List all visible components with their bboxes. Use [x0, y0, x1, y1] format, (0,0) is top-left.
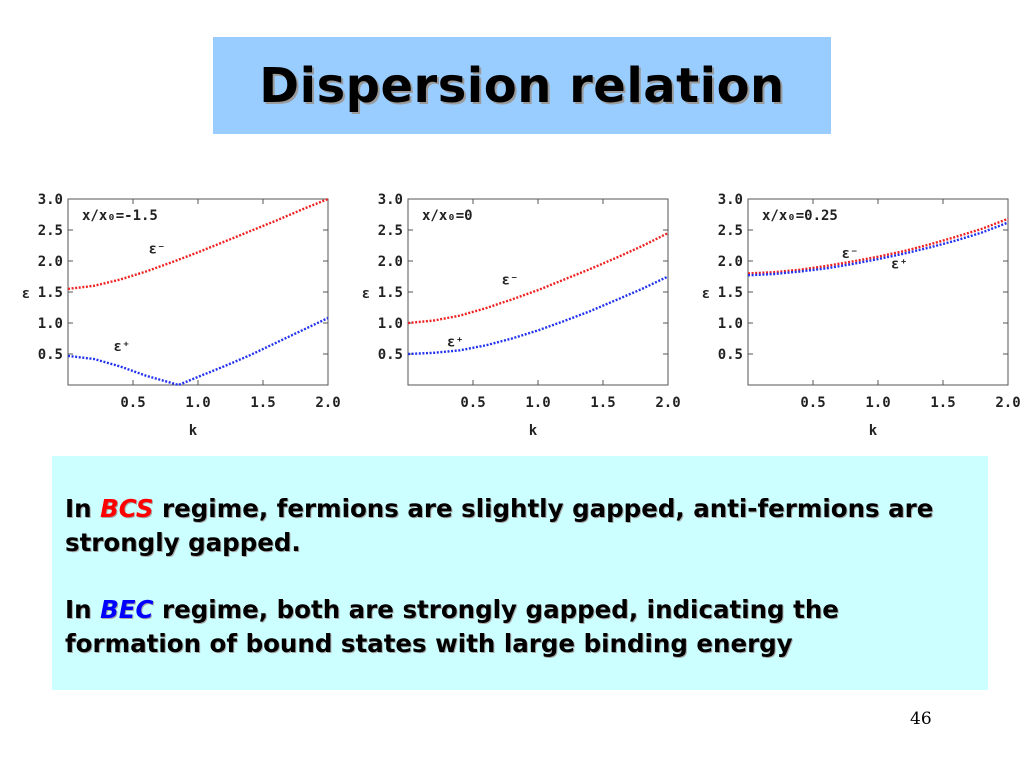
paragraph-bec: In BEC regime, both are strongly gapped,… — [65, 593, 980, 661]
y-tick-label: 1.0 — [38, 316, 63, 332]
y-tick-label: 1.0 — [718, 316, 743, 332]
series-label: ε⁺ — [891, 256, 908, 272]
y-tick-label: 0.5 — [378, 347, 403, 363]
x-tick-label: 1.0 — [525, 395, 550, 411]
y-tick-label: 2.5 — [718, 223, 743, 239]
x-tick-label: 2.0 — [655, 395, 680, 411]
x-tick-label: 1.5 — [590, 395, 615, 411]
y-tick-label: 1.5 — [718, 285, 743, 301]
series-label: ε⁻ — [502, 273, 519, 289]
y-tick-label: 1.5 — [378, 285, 403, 301]
title-box: Dispersion relation — [213, 37, 831, 134]
series-epsilon-minus-line — [67, 197, 329, 291]
bcs-highlight: BCS — [100, 494, 154, 523]
x-tick-label: 0.5 — [800, 395, 825, 411]
chart-bcs: 0.5 1.0 1.5 2.0 2.5 3.0 0.5 1.0 1.5 2.0 k ε x/x₀=-1.… — [22, 192, 340, 439]
plot-frame — [747, 198, 1009, 386]
chart-bec: 0.5 1.0 1.5 2.0 2.5 3.0 0.5 1.0 1.5 2.0 k ε x/x₀=0.2… — [702, 192, 1020, 439]
y-tick-label: 3.0 — [38, 192, 63, 208]
series-label: ε⁺ — [114, 339, 131, 355]
series-epsilon-plus-line — [407, 275, 669, 356]
y-axis-label: ε — [702, 286, 710, 302]
bec-highlight: BEC — [100, 595, 154, 624]
chart-unitary: 0.5 1.0 1.5 2.0 2.5 3.0 0.5 1.0 1.5 2.0 k ε x/x₀=0 ε⁻… — [362, 192, 680, 439]
y-tick-label: 2.0 — [718, 254, 743, 270]
series-epsilon-minus-line — [747, 217, 1009, 275]
y-axis-label: ε — [362, 286, 370, 302]
text-box: In BCS regime, fermions are slightly gap… — [52, 456, 988, 690]
x-tick-label: 1.0 — [185, 395, 210, 411]
paragraph-prefix: In — [65, 595, 101, 624]
paragraph-rest: regime, fermions are slightly gapped, an… — [65, 494, 934, 557]
x-tick-label: 1.5 — [930, 395, 955, 411]
y-tick-label: 2.0 — [38, 254, 63, 270]
x-tick-label: 1.5 — [250, 395, 275, 411]
x-axis-label: k — [189, 423, 198, 439]
series-epsilon-minus-line — [407, 232, 669, 325]
series-label: ε⁻ — [842, 246, 859, 262]
plot-frame — [407, 198, 669, 386]
y-tick-label: 1.0 — [378, 316, 403, 332]
x-axis-label: k — [529, 423, 538, 439]
series-epsilon-plus-line — [67, 316, 329, 387]
paragraph-bcs: In BCS regime, fermions are slightly gap… — [65, 492, 980, 560]
parameter-annotation: x/x₀=0 — [422, 208, 473, 224]
y-tick-label: 2.5 — [38, 223, 63, 239]
paragraph-rest: regime, both are strongly gapped, indica… — [65, 595, 839, 658]
y-tick-label: 1.5 — [38, 285, 63, 301]
slide-title: Dispersion relation — [259, 57, 785, 114]
x-axis-label: k — [869, 423, 878, 439]
x-tick-label: 0.5 — [460, 395, 485, 411]
y-axis-label: ε — [22, 286, 30, 302]
paragraph-prefix: In — [65, 494, 101, 523]
y-tick-label: 0.5 — [718, 347, 743, 363]
charts-row: 0.5 1.0 1.5 2.0 2.5 3.0 0.5 1.0 1.5 2.0 k ε x/x₀=-1.… — [0, 180, 1024, 440]
x-tick-label: 2.0 — [315, 395, 340, 411]
x-tick-label: 1.0 — [865, 395, 890, 411]
y-tick-label: 2.5 — [378, 223, 403, 239]
x-tick-label: 0.5 — [120, 395, 145, 411]
y-tick-label: 3.0 — [378, 192, 403, 208]
parameter-annotation: x/x₀=0.25 — [762, 208, 838, 224]
series-label: ε⁻ — [149, 242, 166, 258]
page-number: 46 — [910, 709, 932, 729]
parameter-annotation: x/x₀=-1.5 — [82, 208, 158, 224]
y-tick-label: 3.0 — [718, 192, 743, 208]
plot-frame — [67, 198, 329, 386]
y-tick-label: 2.0 — [378, 254, 403, 270]
series-epsilon-plus-line — [747, 221, 1009, 277]
y-tick-label: 0.5 — [38, 347, 63, 363]
x-tick-label: 2.0 — [995, 395, 1020, 411]
series-label: ε⁺ — [447, 335, 464, 351]
